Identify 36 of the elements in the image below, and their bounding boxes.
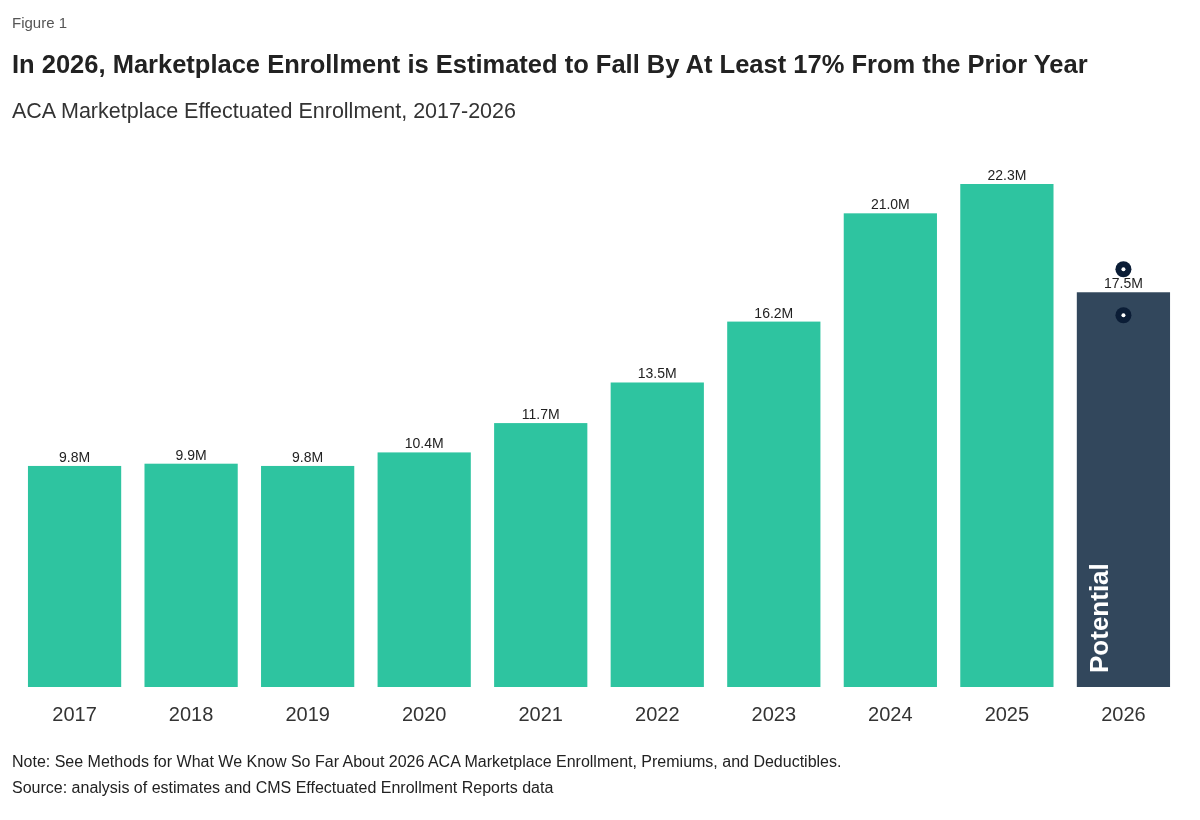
data-label: 9.9M <box>175 446 207 463</box>
bar <box>1076 292 1171 687</box>
bar <box>494 423 588 687</box>
bar <box>843 213 937 687</box>
data-label: 22.3M <box>987 167 1027 183</box>
bar <box>27 465 122 687</box>
bar <box>261 465 355 687</box>
data-label: 11.7M <box>521 406 560 423</box>
source-note: Source: analysis of estimates and CMS Effectuated Enrollment Reports data <box>12 779 554 796</box>
data-label: 16.2M <box>754 304 794 321</box>
bar <box>610 382 704 687</box>
x-tick-label: 2019 <box>285 703 330 725</box>
bar <box>727 321 821 687</box>
x-tick-label: 2022 <box>635 703 680 725</box>
x-tick-label: 2018 <box>168 703 214 725</box>
x-tick-label: 2021 <box>518 703 563 725</box>
bar <box>377 452 471 687</box>
x-tick-label: 2024 <box>868 703 913 725</box>
data-label: 17.5M <box>1103 275 1143 292</box>
chart-title: In 2026, Marketplace Enrollment is Estimated to Fall By At Least 17% From the Prior Year <box>12 50 1088 78</box>
x-tick-label: 2023 <box>751 703 797 725</box>
x-tick-label: 2017 <box>52 703 97 725</box>
data-label: 21.0M <box>870 196 910 213</box>
bar <box>144 463 238 687</box>
data-label: 10.4M <box>404 435 444 452</box>
text: Note: See Methods for What We Know So Far About 2026 ACA Marketplace Enrollment, Premiums, and Deductibles. <box>12 753 842 770</box>
chart-subtitle: ACA Marketplace Effectuated Enrollment, 2017-2026 <box>12 99 516 123</box>
data-label: 9.8M <box>59 448 91 465</box>
data-label: 13.5M <box>637 365 677 382</box>
data-label: 9.8M <box>292 448 324 465</box>
x-tick-label: 2025 <box>984 703 1030 725</box>
x-tick-label: 2020 <box>401 703 447 725</box>
bar <box>960 184 1054 687</box>
caption: Figure 1 <box>12 14 68 31</box>
x-tick-label: 2026 <box>1101 703 1146 725</box>
annotation: Potential <box>1083 563 1114 673</box>
